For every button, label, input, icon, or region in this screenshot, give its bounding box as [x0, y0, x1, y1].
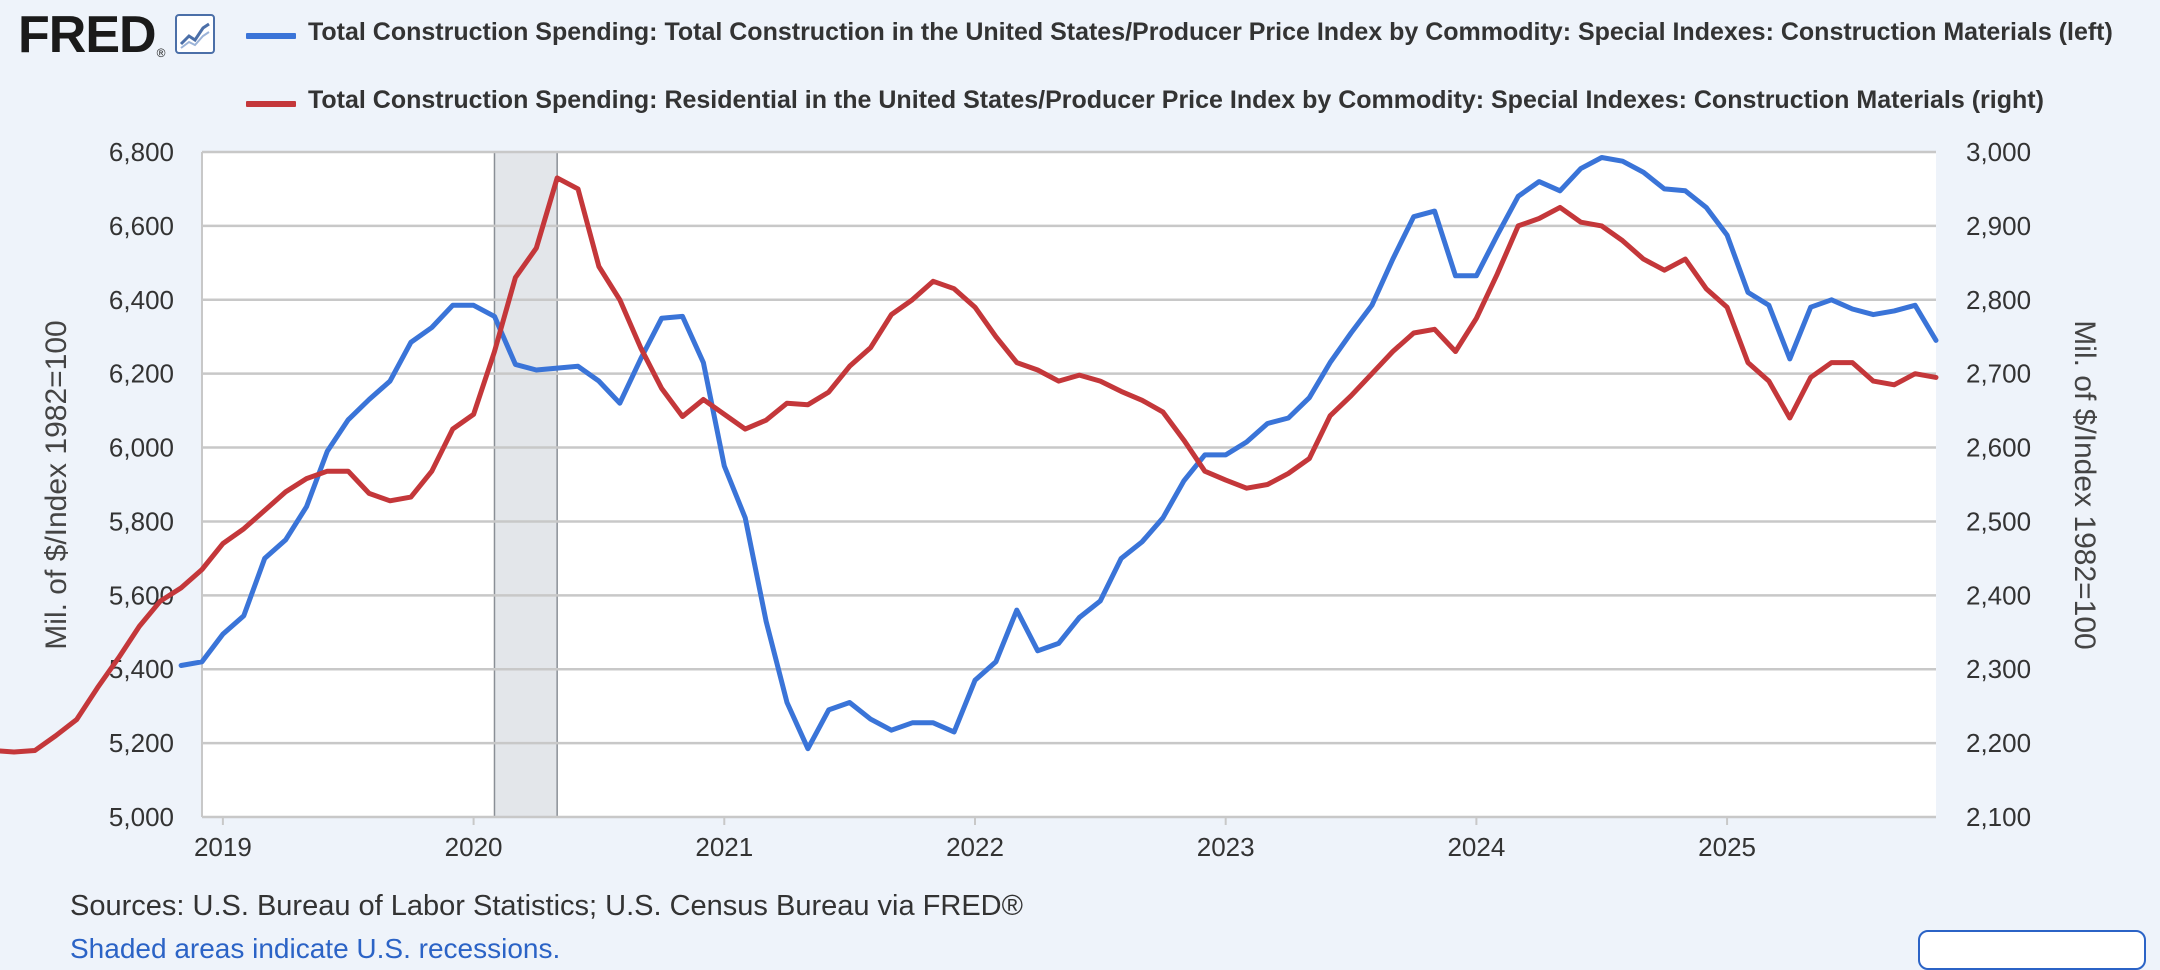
series-line-total-construction[interactable]	[178, 155, 1939, 752]
series-line-residential[interactable]	[0, 175, 1939, 755]
right-tick-label: 2,700	[1966, 359, 2031, 389]
x-tick-label: 2021	[695, 832, 753, 862]
left-tick-label: 6,600	[109, 211, 174, 241]
left-tick-label: 6,200	[109, 359, 174, 389]
legend-label-residential: Total Construction Spending: Residential…	[308, 86, 2044, 114]
fred-logo[interactable]: FRED ®	[18, 6, 216, 64]
x-tick-label: 2023	[1197, 832, 1255, 862]
chart-header: FRED ® Total Construction Spending: Tota…	[0, 0, 2160, 130]
left-tick-label: 5,600	[109, 580, 174, 610]
right-axis-title: Mil. of $/Index 1982=100	[2068, 320, 2101, 649]
x-tick-label: 2019	[194, 832, 252, 862]
right-tick-label: 2,800	[1966, 285, 2031, 315]
x-tick-label: 2024	[1447, 832, 1505, 862]
right-tick-label: 2,500	[1966, 506, 2031, 536]
registered-mark: ®	[156, 46, 166, 60]
x-tick-label: 2022	[946, 832, 1004, 862]
x-tick-label: 2025	[1698, 832, 1756, 862]
x-tick-label: 2020	[445, 832, 503, 862]
left-tick-label: 6,800	[109, 137, 174, 167]
right-tick-label: 3,000	[1966, 137, 2031, 167]
left-axis-title: Mil. of $/Index 1982=100	[40, 320, 73, 649]
gridlines	[201, 150, 1936, 819]
left-tick-label: 5,000	[109, 802, 174, 832]
right-tick-label: 2,300	[1966, 654, 2031, 684]
plot-background	[202, 152, 1936, 817]
recession-band	[494, 152, 558, 817]
left-axis-ticks: 5,0005,2005,4005,6005,8006,0006,2006,400…	[109, 137, 174, 832]
sources-note: Sources: U.S. Bureau of Labor Statistics…	[70, 890, 1023, 922]
left-tick-label: 5,800	[109, 506, 174, 536]
legend-item-residential[interactable]: Total Construction Spending: Residential…	[246, 84, 2160, 116]
recession-note-link[interactable]: Shaded areas indicate U.S. recessions.	[70, 933, 561, 964]
right-tick-label: 2,600	[1966, 433, 2031, 463]
legend-item-total-construction[interactable]: Total Construction Spending: Total Const…	[246, 16, 2160, 48]
left-tick-label: 5,200	[109, 728, 174, 758]
left-tick-label: 6,000	[109, 433, 174, 463]
legend-swatch-red	[246, 101, 296, 107]
right-tick-label: 2,200	[1966, 728, 2031, 758]
chart-plot[interactable]: 5,0005,2005,4005,6005,8006,0006,2006,400…	[0, 0, 2160, 945]
fred-logo-text: FRED	[18, 6, 157, 64]
left-tick-label: 6,400	[109, 285, 174, 315]
line-chart-icon	[175, 14, 216, 54]
right-axis-ticks: 2,100 2,200 2,300 2,400 2,500 2,600 2,700 2,800…	[1966, 137, 2031, 832]
right-tick-label: 2,900	[1966, 211, 2031, 241]
recession-shading	[493, 152, 558, 817]
legend-swatch-blue	[246, 33, 296, 39]
legend-label-total-construction: Total Construction Spending: Total Const…	[308, 18, 2113, 46]
x-axis-ticks: 2019 2020 2021 2022 2023 2024 2025	[194, 817, 1756, 862]
right-tick-label: 2,400	[1966, 580, 2031, 610]
right-tick-label: 2,100	[1966, 802, 2031, 832]
series-lines[interactable]	[0, 155, 1939, 755]
share-button[interactable]	[1918, 930, 2146, 970]
